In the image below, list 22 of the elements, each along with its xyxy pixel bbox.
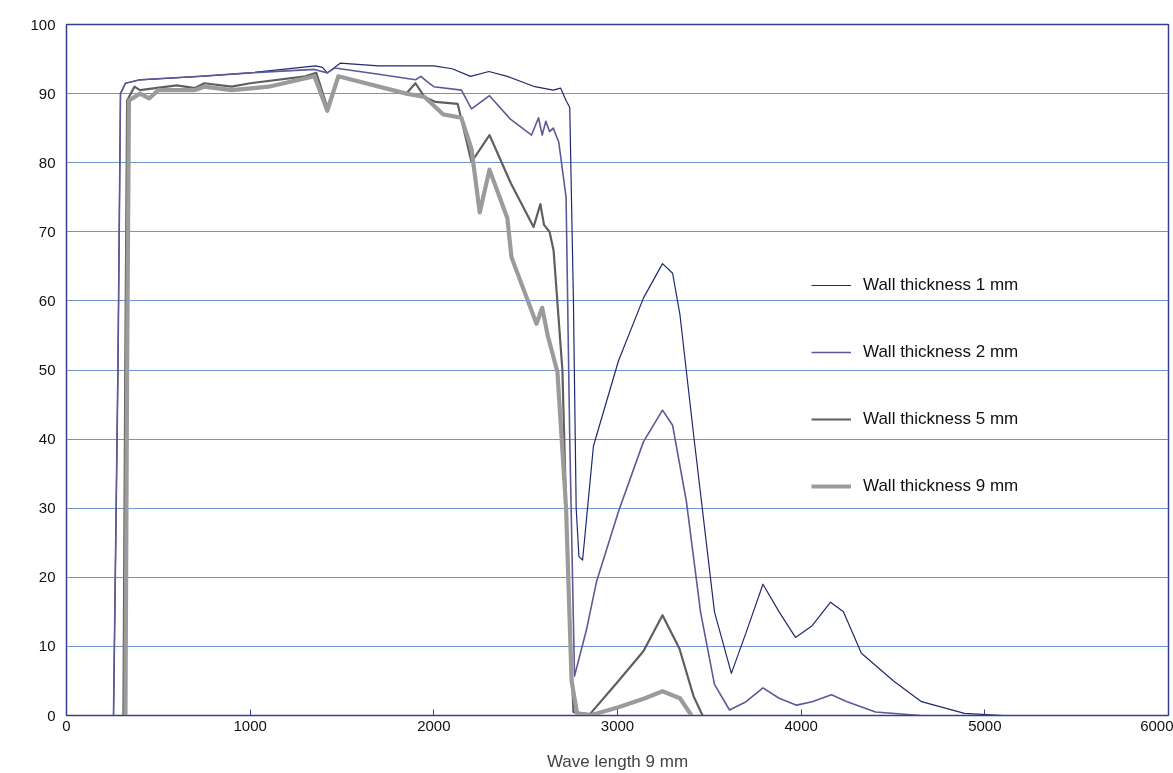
legend-label: Wall thickness 2 mm bbox=[863, 341, 1019, 363]
legend-label: Wall thickness 1 mm bbox=[863, 274, 1019, 296]
x-tick-label: 0 bbox=[62, 716, 71, 734]
y-tick-label: 100 bbox=[30, 15, 56, 33]
y-tick-label: 60 bbox=[38, 291, 56, 309]
y-tick-label: 10 bbox=[38, 637, 56, 655]
y-tick-label: 30 bbox=[38, 499, 56, 517]
x-tick-label: 6000 bbox=[1140, 716, 1173, 734]
y-tick-label: 70 bbox=[38, 222, 56, 240]
x-tick-label: 1000 bbox=[233, 716, 267, 734]
y-tick-label: 40 bbox=[38, 430, 56, 448]
x-tick-label: 2000 bbox=[417, 716, 451, 734]
x-tick-label: 5000 bbox=[968, 716, 1002, 734]
y-tick-label: 20 bbox=[38, 568, 56, 586]
legend-label: Wall thickness 5 mm bbox=[863, 408, 1019, 430]
y-tick-label: 50 bbox=[38, 361, 56, 378]
x-axis-title: Wave length 9 mm bbox=[546, 751, 689, 771]
x-tick-label: 3000 bbox=[600, 716, 635, 734]
y-tick-label: 80 bbox=[38, 153, 56, 171]
y-tick-label: 90 bbox=[38, 84, 56, 102]
x-tick-label: 4000 bbox=[784, 716, 818, 734]
legend-label: Wall thickness 9 mm bbox=[863, 475, 1019, 497]
